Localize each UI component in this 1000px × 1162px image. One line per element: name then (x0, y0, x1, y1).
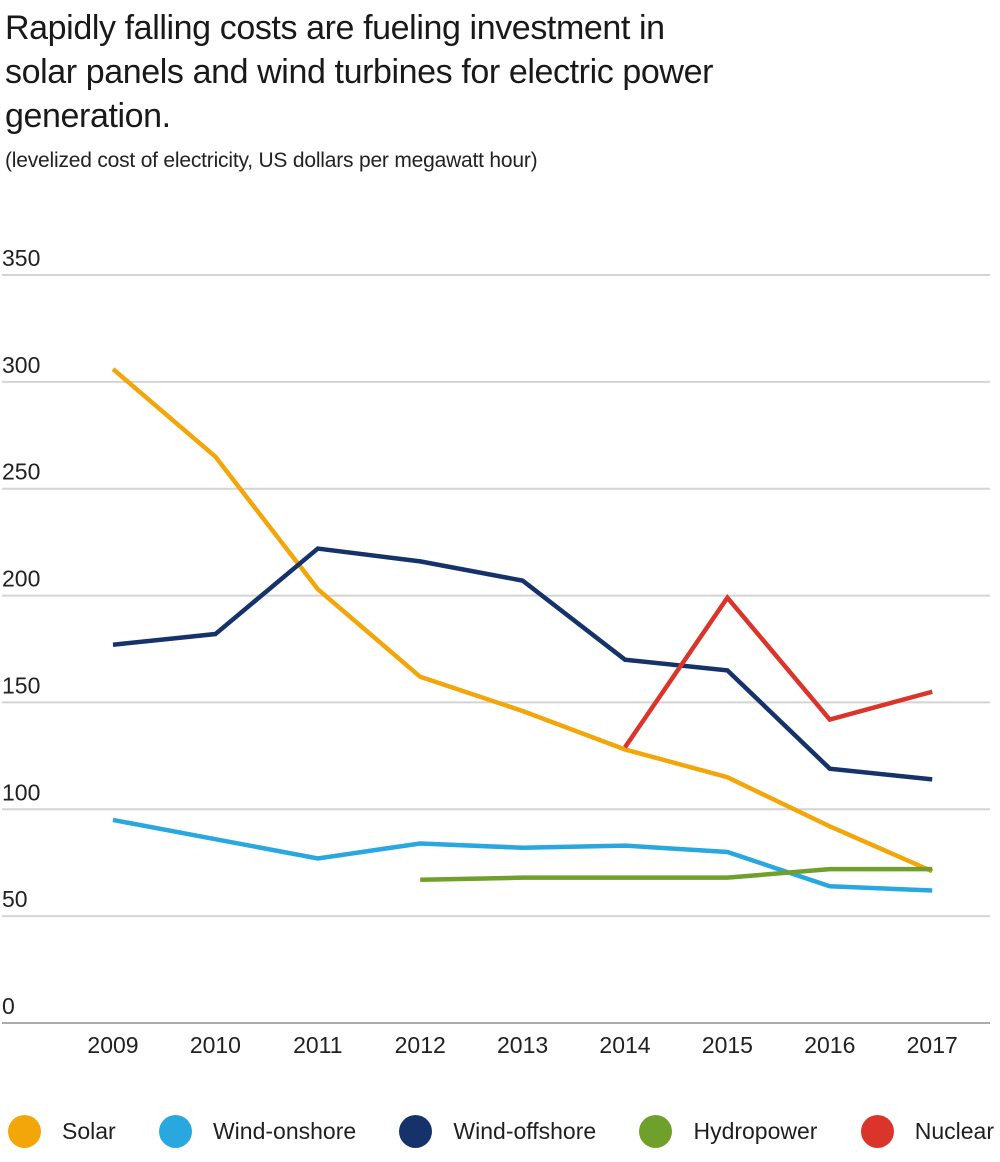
legend-item-wind-onshore: Wind-onshore (158, 1114, 357, 1148)
legend-dot-wind-onshore-icon (158, 1114, 192, 1148)
legend-item-solar: Solar (8, 1114, 116, 1148)
series-line-hydropower (420, 866, 933, 883)
legend: Solar Wind-onshore Wind-offshore Hydropower… (0, 1106, 1000, 1156)
y-tick-label: 100 (2, 779, 40, 805)
x-tick-label: 2009 (87, 1032, 138, 1058)
x-tick-label: 2016 (804, 1032, 855, 1058)
legend-label: Wind-onshore (212, 1117, 357, 1144)
x-tick-label: 2017 (907, 1032, 958, 1058)
chart-subtitle: (levelized cost of electricity, US dolla… (5, 149, 538, 172)
legend-dot-nuclear-icon (860, 1114, 894, 1148)
x-tick-label: 2012 (395, 1032, 446, 1058)
legend-item-wind-offshore: Wind-offshore (399, 1114, 597, 1148)
legend-label: Hydropower (693, 1117, 818, 1144)
y-tick-label: 150 (2, 672, 40, 698)
x-tick-label: 2010 (190, 1032, 241, 1058)
legend-dot-wind-offshore-icon (399, 1114, 433, 1148)
legend-item-nuclear: Nuclear (860, 1114, 994, 1148)
x-tick-label: 2013 (497, 1032, 548, 1058)
series-line-wind-onshore (112, 817, 933, 893)
x-tick-label: 2015 (702, 1032, 753, 1058)
chart-title-line: solar panels and wind turbines for elect… (5, 53, 713, 91)
chart-title-line: Rapidly falling costs are fueling invest… (5, 9, 665, 47)
y-tick-label: 0 (2, 993, 15, 1019)
y-tick-label: 200 (2, 566, 40, 592)
legend-item-hydropower: Hydropower (639, 1114, 818, 1148)
y-tick-label: 350 (2, 245, 40, 271)
legend-dot-hydropower-icon (639, 1114, 673, 1148)
y-tick-label: 250 (2, 459, 40, 485)
legend-label: Wind-offshore (453, 1117, 597, 1144)
series-line-nuclear (623, 593, 933, 749)
legend-label: Solar (62, 1117, 116, 1144)
legend-dot-solar-icon (8, 1114, 41, 1148)
chart-title: Rapidly falling costs are fueling invest… (5, 6, 713, 138)
y-tick-label: 50 (2, 886, 28, 912)
series-line-solar (111, 367, 934, 874)
series-line-wind-offshore (112, 546, 933, 782)
legend-label: Nuclear (914, 1117, 994, 1144)
y-tick-label: 300 (2, 352, 40, 378)
chart-title-line: generation. (5, 97, 171, 135)
x-tick-label: 2011 (293, 1032, 342, 1058)
line-chart: 0 50 100 150 200 250 300 350 2009 2010 2011 2012 201… (2, 245, 990, 1058)
x-tick-label: 2014 (599, 1032, 650, 1058)
